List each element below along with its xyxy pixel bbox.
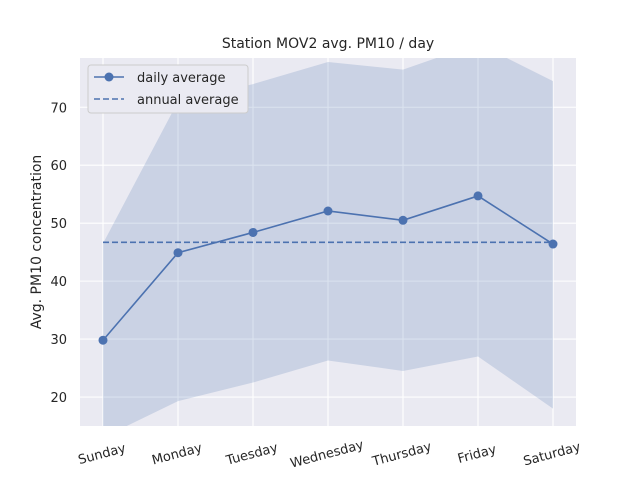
x-tick-label: Tuesday [224,440,280,469]
x-tick-labels: Sunday Monday Tuesday Wednesday Thursday Frid… [77,438,583,472]
x-tick-label: Thursday [370,439,434,469]
legend: daily average annual average [87,64,249,114]
x-tick-label: Saturday [522,440,583,470]
daily-point [248,227,258,237]
y-tick-label: 50 [50,217,67,232]
daily-point [323,206,333,216]
x-tick-label: Sunday [77,441,128,468]
chart-title: Station MOV2 avg. PM10 / day [222,36,434,52]
y-tick-label: 70 [50,101,67,116]
daily-point [173,248,183,258]
y-tick-label: 30 [50,333,67,348]
x-tick-label: Friday [456,442,498,467]
y-tick-labels: 20 30 40 50 60 70 [50,101,67,406]
daily-point [548,239,558,249]
x-tick-label: Monday [150,441,204,469]
legend-box [87,64,249,114]
daily-point [398,215,408,225]
daily-point [98,335,108,345]
legend-daily-label: daily average [137,71,226,86]
daily-point [473,191,483,201]
legend-daily-marker [104,72,114,82]
y-tick-label: 60 [50,159,67,174]
y-tick-label: 20 [50,391,67,406]
y-tick-label: 40 [50,275,67,290]
legend-annual-label: annual average [137,93,239,108]
x-tick-label: Wednesday [289,438,366,472]
daily-series [98,191,558,345]
y-axis-label: Avg. PM10 concentration [29,155,45,330]
